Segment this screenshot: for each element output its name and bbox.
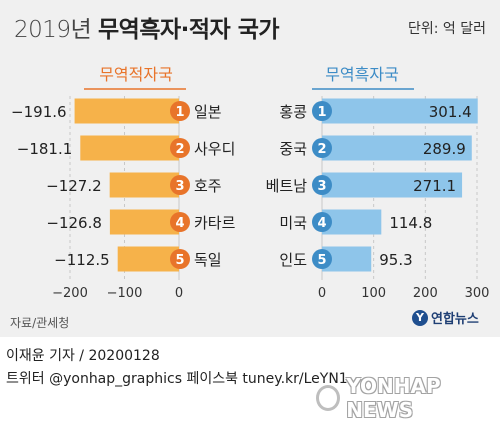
deficit-bar bbox=[109, 209, 179, 235]
deficit-rank-number: 3 bbox=[175, 179, 184, 194]
source-note: 자료/관세청 bbox=[10, 316, 70, 330]
surplus-panel-title: 무역흑자국 bbox=[325, 65, 399, 84]
surplus-value-label: 271.1 bbox=[413, 177, 456, 195]
deficit-rank-number: 1 bbox=[175, 105, 184, 120]
surplus-bar bbox=[322, 98, 478, 124]
surplus-country-label: 베트남 bbox=[266, 177, 308, 195]
deficit-bar bbox=[117, 246, 179, 272]
title-year: 2019년 bbox=[14, 17, 92, 43]
surplus-rank-number: 5 bbox=[317, 253, 326, 268]
watermark-mark bbox=[316, 385, 341, 411]
credit-reporter: 이재윤 기자 / 20200128 bbox=[6, 348, 160, 364]
credit-social: 트위터 @yonhap_graphics 페이스북 tuney.kr/LeYN1 bbox=[6, 371, 348, 387]
deficit-country-label: 호주 bbox=[194, 177, 222, 195]
deficit-panel-title: 무역적자국 bbox=[99, 65, 173, 84]
surplus-rank-badge bbox=[312, 249, 332, 269]
surplus-bar bbox=[322, 172, 463, 198]
deficit-rank-number: 2 bbox=[175, 142, 184, 157]
surplus-rank-number: 2 bbox=[317, 142, 326, 157]
deficit-value-label: −126.8 bbox=[46, 214, 102, 232]
surplus-tick-label: 100 bbox=[361, 286, 386, 301]
surplus-rank-badge bbox=[312, 101, 332, 121]
deficit-country-label: 카타르 bbox=[194, 214, 236, 232]
deficit-value-label: −112.5 bbox=[54, 251, 110, 269]
unit-label: 단위: 억 달러 bbox=[407, 21, 486, 37]
logo-mark: Y bbox=[412, 309, 428, 326]
deficit-value-label: −127.2 bbox=[46, 177, 102, 195]
surplus-value-label: 301.4 bbox=[429, 103, 472, 121]
page-title: 2019년 무역흑자·적자 국가 bbox=[14, 10, 280, 44]
title-main: 무역흑자·적자 국가 bbox=[98, 17, 280, 43]
surplus-rank-number: 3 bbox=[317, 179, 326, 194]
surplus-tick-label: 300 bbox=[465, 286, 490, 301]
trade-balance-chart: 무역적자국 −200 −100 0 −191.6 1 일본 −181.1 2 사우디 −127.2 3… bbox=[11, 65, 490, 301]
surplus-value-label: 114.8 bbox=[389, 214, 432, 232]
yonhap-logo: Y 연합뉴스 bbox=[412, 308, 479, 327]
deficit-country-label: 사우디 bbox=[194, 140, 235, 158]
deficit-rank-badge bbox=[170, 101, 190, 121]
deficit-rank-badge bbox=[170, 175, 190, 195]
surplus-rank-badge bbox=[312, 138, 332, 158]
deficit-rank-number: 5 bbox=[175, 253, 184, 268]
surplus-tick-label: 200 bbox=[413, 286, 438, 301]
deficit-value-label: −191.6 bbox=[11, 103, 67, 121]
surplus-rank-number: 1 bbox=[317, 105, 326, 120]
deficit-bar bbox=[74, 98, 179, 124]
surplus-country-label: 인도 bbox=[279, 251, 307, 269]
surplus-bar bbox=[322, 135, 472, 161]
deficit-bar bbox=[109, 172, 179, 198]
deficit-country-label: 독일 bbox=[194, 251, 222, 269]
deficit-rank-number: 4 bbox=[175, 216, 184, 231]
surplus-country-label: 미국 bbox=[279, 214, 307, 232]
deficit-rank-badge bbox=[170, 212, 190, 232]
surplus-rank-number: 4 bbox=[317, 216, 326, 231]
surplus-tick-label: 0 bbox=[318, 286, 326, 301]
deficit-tick-label: −100 bbox=[107, 286, 143, 301]
deficit-rank-badge bbox=[170, 138, 190, 158]
surplus-country-label: 홍콩 bbox=[279, 103, 307, 121]
surplus-value-label: 289.9 bbox=[423, 140, 466, 158]
surplus-value-label: 95.3 bbox=[379, 251, 412, 269]
surplus-rank-badge bbox=[312, 212, 332, 232]
deficit-country-label: 일본 bbox=[194, 103, 222, 121]
deficit-value-label: −181.1 bbox=[17, 140, 73, 158]
deficit-tick-label: 0 bbox=[175, 286, 183, 301]
deficit-rank-badge bbox=[170, 249, 190, 269]
surplus-rank-badge bbox=[312, 175, 332, 195]
deficit-tick-label: −200 bbox=[52, 286, 88, 301]
chart-panel bbox=[0, 0, 500, 337]
deficit-bar bbox=[80, 135, 179, 161]
logo-text: 연합뉴스 bbox=[431, 312, 479, 327]
surplus-country-label: 중국 bbox=[279, 140, 307, 158]
